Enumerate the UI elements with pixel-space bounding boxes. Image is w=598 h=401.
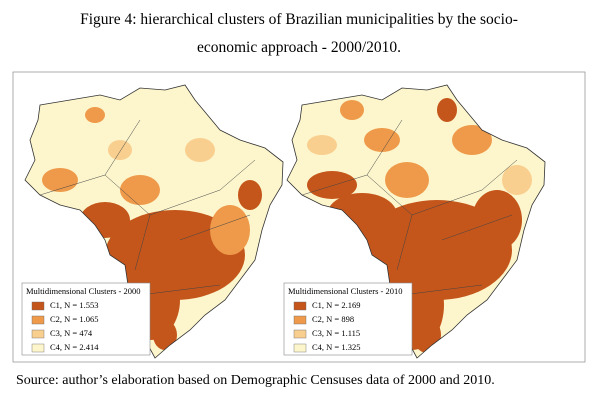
legend-swatch [293, 329, 307, 339]
legend-title: Multidimensional Clusters - 2000 [26, 286, 141, 296]
country-outline [24, 84, 284, 359]
legend-swatch [293, 315, 307, 325]
cluster-patch [108, 140, 132, 160]
cluster-patch [153, 320, 177, 350]
map-2000: Multidimensional Clusters - 2000 C1, N = … [21, 84, 284, 359]
legend-title: Multidimensional Clusters - 2010 [288, 286, 403, 296]
map-2010: Multidimensional Clusters - 2010 C1, N = … [283, 84, 546, 359]
legend-label: C1, N = 2.169 [312, 300, 360, 310]
cluster-patch [364, 128, 400, 152]
legend-swatch [31, 343, 45, 353]
legend-label: C4, N = 1.325 [312, 342, 360, 352]
figure-frame [12, 71, 586, 363]
legend-swatch [293, 301, 307, 311]
cluster-patch [120, 175, 160, 205]
cluster-patches [307, 98, 532, 353]
legend-label: C1, N = 1.553 [50, 300, 98, 310]
legend-swatch [31, 301, 45, 311]
cluster-patch [210, 205, 250, 255]
cluster-patch [472, 190, 522, 250]
cluster-patch [502, 165, 532, 195]
cluster-patch [452, 125, 492, 155]
title-line: Figure 4: hierarchical clusters of Brazi… [80, 11, 518, 28]
cluster-patch [80, 202, 130, 238]
legend-label: C3, N = 1.115 [312, 328, 360, 338]
cluster-patch [327, 193, 397, 237]
cluster-patch [85, 107, 105, 123]
cluster-patch [307, 171, 357, 199]
cluster-patch [42, 168, 78, 192]
legend-label: C4, N = 2.414 [50, 342, 99, 352]
country-outline [286, 84, 546, 359]
cluster-patch [307, 135, 337, 155]
cluster-patch [238, 180, 262, 210]
legend-label: C2, N = 1.065 [50, 314, 98, 324]
legend-swatch [31, 315, 45, 325]
cluster-patch [413, 317, 441, 353]
legend-label: C2, N = 898 [312, 314, 354, 324]
state-border [366, 159, 518, 216]
legend-label: C3, N = 474 [50, 328, 93, 338]
cluster-patch [385, 162, 429, 198]
state-border [134, 214, 151, 271]
cluster-patch [437, 98, 457, 122]
state-border [441, 214, 513, 241]
state-border [396, 214, 413, 271]
title-line: economic approach - 2000/2010. [197, 39, 401, 56]
cluster-patch [185, 138, 215, 162]
state-border [104, 159, 256, 216]
state-border [139, 284, 221, 296]
source: Source: author’s elaboration based on De… [16, 373, 495, 388]
legend-swatch [293, 343, 307, 353]
legend-swatch [31, 329, 45, 339]
state-border [179, 214, 251, 241]
cluster-patch [340, 100, 364, 120]
state-border [401, 284, 483, 296]
